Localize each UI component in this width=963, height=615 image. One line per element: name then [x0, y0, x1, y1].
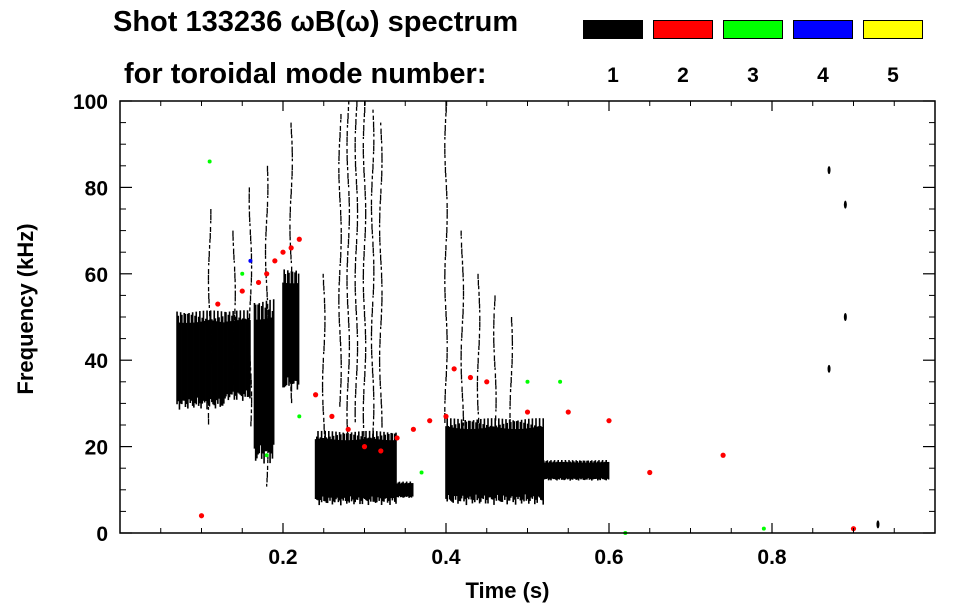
chart-subtitle: for toroidal mode number:: [124, 58, 487, 90]
mode1-streak-12: [378, 122, 383, 428]
mode3-point-2: [240, 271, 245, 276]
legend-label-3: 3: [747, 64, 759, 87]
legend-swatch-4: [793, 20, 853, 39]
mode2-point-3: [255, 279, 262, 286]
mode1-region-8: [542, 459, 610, 481]
legend-swatch-3: [723, 20, 783, 39]
mode2-point-8: [296, 236, 302, 242]
mode2-point-20: [484, 379, 490, 385]
mode1-region-6: [396, 481, 414, 498]
mode2-point-16: [427, 418, 433, 424]
mode3-point-5: [419, 470, 424, 475]
mode1-point-3: [843, 313, 847, 321]
mode1-streak-8: [346, 101, 351, 449]
mode1-streak-3: [248, 187, 253, 427]
mode2-point-9: [313, 392, 319, 398]
x-tick-label-4: 0.8: [757, 546, 787, 569]
mode1-streak-4: [264, 165, 269, 487]
legend-label-4: 4: [817, 64, 829, 87]
mode2-point-13: [378, 448, 384, 454]
mode1-point-5: [876, 520, 880, 529]
y-tick-label-2: 20: [85, 437, 108, 460]
mode3-point-7: [558, 379, 563, 384]
y-tick-label-1: 0: [96, 523, 108, 546]
mode2-point-1: [215, 301, 221, 307]
mode2-point-18: [451, 366, 457, 372]
y-tick-label-5: 80: [85, 177, 108, 200]
mode1-streak-15: [476, 273, 481, 448]
mode1-streak-1: [207, 209, 212, 425]
x-tick-label-1: 0.2: [268, 546, 297, 569]
mode1-point-4: [827, 364, 831, 373]
mode2-point-2: [239, 288, 245, 294]
mode2-point-25: [647, 469, 653, 476]
mode3-point-6: [525, 379, 530, 384]
mode1-region-3: [253, 299, 275, 464]
mode1-point-2: [843, 200, 847, 209]
mode1-streak-10: [362, 101, 367, 446]
mode3-point-3: [264, 453, 269, 458]
mode1-streak-11: [370, 109, 375, 452]
mode2-point-24: [198, 513, 205, 519]
mode2-point-21: [524, 409, 531, 415]
mode1-region-5: [314, 430, 397, 506]
mode1-point-1: [827, 166, 831, 175]
legend-label-5: 5: [887, 64, 899, 87]
mode2-point-17: [443, 413, 449, 419]
y-tick-label-6: 100: [73, 91, 108, 114]
x-axis-label: Time (s): [466, 578, 550, 603]
mode2-point-4: [264, 271, 270, 277]
x-tick-label-3: 0.6: [594, 546, 623, 569]
mode3-point-9: [761, 526, 766, 531]
plot-frame: [119, 100, 936, 534]
mode1-streak-7: [338, 113, 342, 407]
mode2-point-7: [288, 245, 294, 251]
mode1-streak-14: [460, 230, 465, 443]
mode2-point-26: [720, 452, 726, 458]
chart-title: Shot 133236 ωB(ω) spectrum: [113, 6, 519, 38]
mode1-streak-9: [354, 101, 359, 423]
mode2-point-12: [361, 444, 368, 450]
legend-swatch-2: [653, 20, 713, 39]
mode2-point-5: [272, 258, 278, 264]
x-tick-label-2: 0.4: [431, 546, 461, 569]
mode2-point-6: [280, 249, 286, 255]
mode2-point-14: [394, 435, 400, 441]
mode1-streak-6: [321, 273, 326, 448]
mode3-point-1: [207, 159, 212, 164]
mode2-point-22: [565, 409, 571, 415]
mode1-region-7: [445, 418, 545, 506]
y-tick-label-3: 40: [85, 350, 108, 373]
mode3-point-4: [297, 414, 302, 419]
mode1-streak-2: [232, 230, 236, 385]
mode2-point-19: [467, 374, 474, 381]
mode1-streak-16: [493, 295, 497, 451]
legend-swatch-1: [583, 20, 643, 39]
mode4-point-1: [248, 258, 253, 263]
legend-label-2: 2: [677, 64, 689, 87]
mode1-region-2: [225, 310, 251, 401]
labels-layer: 0.2 0.4 0.6 0.8 0 20 40 60 80 100: [73, 91, 787, 569]
mode2-point-10: [329, 413, 335, 419]
mode2-point-11: [345, 426, 351, 432]
data-layer: [176, 101, 880, 535]
y-tick-label-4: 60: [85, 264, 108, 287]
mode1-streak-13: [444, 101, 448, 424]
mode2-point-15: [410, 426, 416, 432]
mode2-point-23: [606, 418, 612, 424]
y-axis-label: Frequency (kHz): [13, 223, 38, 394]
mode1-region-1: [176, 310, 226, 410]
legend-swatch-5: [863, 20, 923, 39]
mode1-streak-17: [509, 317, 514, 448]
legend-label-1: 1: [607, 64, 619, 87]
mode1-streak-5: [289, 122, 294, 404]
